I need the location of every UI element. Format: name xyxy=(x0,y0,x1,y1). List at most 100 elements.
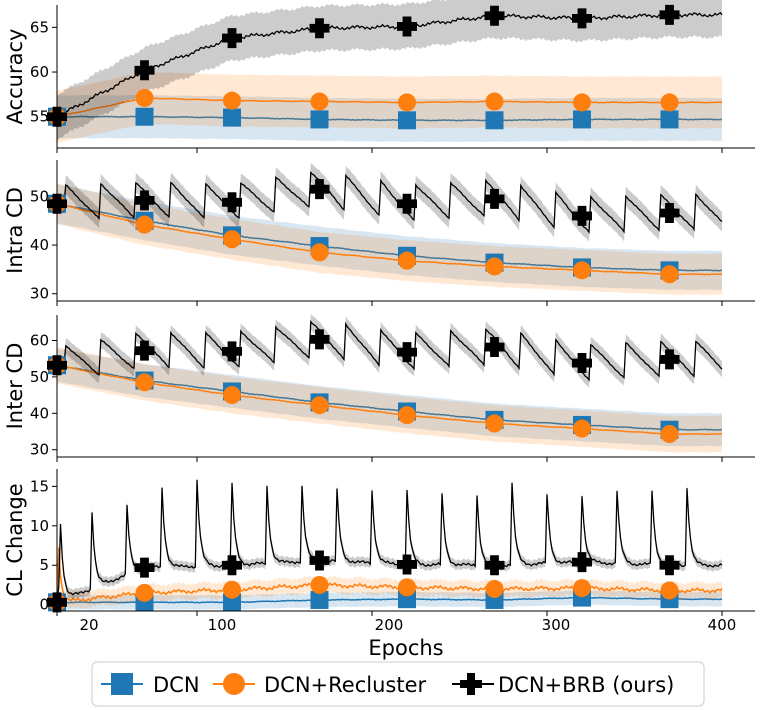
data-point xyxy=(485,579,504,598)
series-line xyxy=(56,202,723,272)
series-dcn-recluster xyxy=(56,539,723,611)
y-tick-label: 15 xyxy=(30,477,49,495)
data-point xyxy=(572,205,592,226)
data-point xyxy=(573,261,591,280)
data-point xyxy=(660,110,679,129)
data-point xyxy=(309,18,330,39)
x-tick-label: 100 xyxy=(208,616,237,634)
confidence-band xyxy=(57,162,722,242)
series-dcn xyxy=(56,184,723,291)
data-point xyxy=(134,190,155,211)
data-point xyxy=(310,396,329,415)
data-point xyxy=(309,329,330,350)
data-point xyxy=(484,5,505,26)
data-point xyxy=(223,108,241,127)
series-line xyxy=(56,364,723,436)
confidence-band xyxy=(57,183,722,296)
data-point xyxy=(484,188,505,209)
y-tick-label: 40 xyxy=(30,404,49,422)
confidence-band xyxy=(57,94,722,143)
data-point xyxy=(660,93,679,112)
y-tick-label: 10 xyxy=(30,517,49,535)
data-point xyxy=(135,107,154,126)
data-point xyxy=(222,28,243,49)
series-line xyxy=(56,596,723,604)
legend-item-dcn-brb: DCN+BRB (ours) xyxy=(452,673,674,697)
x-tick-label: 300 xyxy=(542,616,571,634)
data-point xyxy=(134,60,155,81)
data-point xyxy=(310,590,329,609)
confidence-band xyxy=(57,184,722,291)
data-point xyxy=(398,93,416,112)
legend-marker-circle xyxy=(223,673,245,695)
data-point xyxy=(223,91,241,110)
data-point xyxy=(572,353,592,374)
data-point xyxy=(659,555,680,576)
series-dcn xyxy=(56,348,723,447)
markers-dcn-recluster xyxy=(48,575,679,612)
data-point xyxy=(398,578,416,597)
data-point xyxy=(573,93,591,112)
y-tick-label: 55 xyxy=(30,108,49,126)
y-tick-label: 60 xyxy=(30,331,49,349)
data-point xyxy=(660,265,679,284)
legend-marker-square xyxy=(111,673,133,695)
data-point xyxy=(573,419,591,438)
legend-item-dcn-recluster: DCN+Recluster xyxy=(213,673,426,697)
data-point xyxy=(223,386,241,405)
markers-dcn-recluster xyxy=(48,88,679,126)
series-dcn-recluster xyxy=(56,347,723,453)
data-point xyxy=(485,257,504,276)
data-point xyxy=(223,593,241,612)
data-point xyxy=(310,243,329,262)
series-dcn xyxy=(56,94,723,143)
data-point xyxy=(397,554,417,575)
data-point xyxy=(223,580,241,599)
y-axis-label: Intra CD xyxy=(3,187,27,274)
legend-marker-plus xyxy=(460,673,482,695)
series-line xyxy=(56,96,723,118)
confidence-band xyxy=(57,347,722,453)
data-point xyxy=(398,406,416,425)
series-line xyxy=(56,203,723,276)
series-line xyxy=(56,319,723,382)
data-point xyxy=(659,4,680,25)
y-axis-label: Inter CD xyxy=(3,343,27,430)
data-point xyxy=(573,110,591,129)
series-dcn-brb-ours- xyxy=(56,475,723,608)
legend-label: DCN+BRB (ours) xyxy=(498,673,674,697)
series-dcn-recluster xyxy=(56,183,723,296)
series-dcn-brb-ours- xyxy=(56,162,723,242)
confidence-band xyxy=(57,539,722,611)
legend-item-dcn: DCN xyxy=(101,673,200,697)
y-tick-label: 30 xyxy=(30,285,49,303)
data-point xyxy=(310,575,329,594)
y-tick-label: 65 xyxy=(30,18,49,36)
data-point xyxy=(309,179,330,200)
data-point xyxy=(485,92,504,111)
data-point xyxy=(222,341,243,362)
y-tick-label: 40 xyxy=(30,236,49,254)
data-point xyxy=(310,92,329,111)
series-line xyxy=(56,364,723,431)
series-line xyxy=(56,170,723,235)
data-point xyxy=(485,414,504,433)
series-line xyxy=(56,11,723,120)
y-axis-label: CL Change xyxy=(3,483,27,596)
data-point xyxy=(484,337,505,358)
y-tick-label: 30 xyxy=(30,441,49,459)
data-point xyxy=(660,425,679,444)
series-line xyxy=(56,115,723,122)
y-tick-label: 60 xyxy=(30,63,49,81)
data-point xyxy=(135,88,154,107)
data-point xyxy=(135,373,154,392)
data-point xyxy=(573,579,591,598)
legend-label: DCN+Recluster xyxy=(264,673,426,697)
y-tick-label: 0 xyxy=(39,596,49,614)
data-point xyxy=(572,8,592,29)
data-point xyxy=(398,251,416,270)
